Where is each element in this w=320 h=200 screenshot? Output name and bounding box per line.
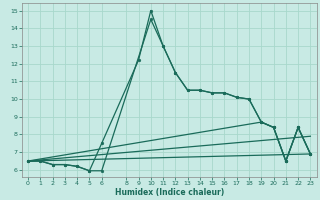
X-axis label: Humidex (Indice chaleur): Humidex (Indice chaleur)	[115, 188, 224, 197]
